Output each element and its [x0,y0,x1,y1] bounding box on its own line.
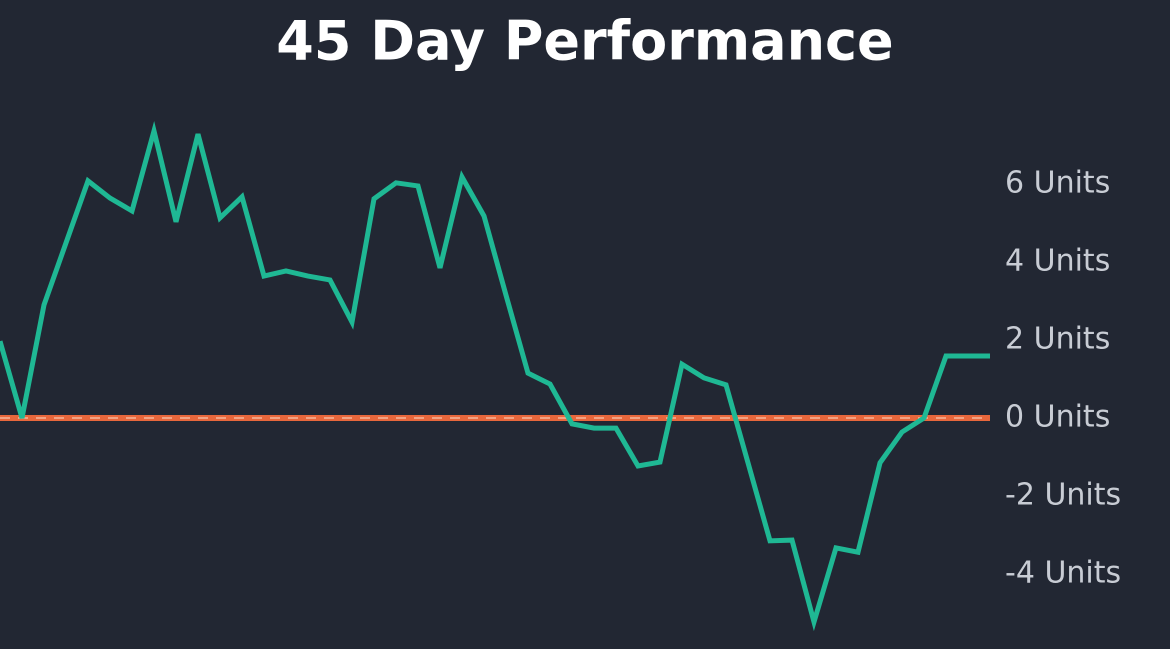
y-tick-label: 0 Units [1005,400,1110,435]
y-tick-label: 2 Units [1005,322,1110,357]
y-tick-label: 4 Units [1005,244,1110,279]
chart-title: 45 Day Performance [276,10,893,73]
y-tick-label: 6 Units [1005,166,1110,201]
y-tick-label: -4 Units [1005,556,1121,591]
y-tick-label: -2 Units [1005,478,1121,513]
line [0,120,990,632]
